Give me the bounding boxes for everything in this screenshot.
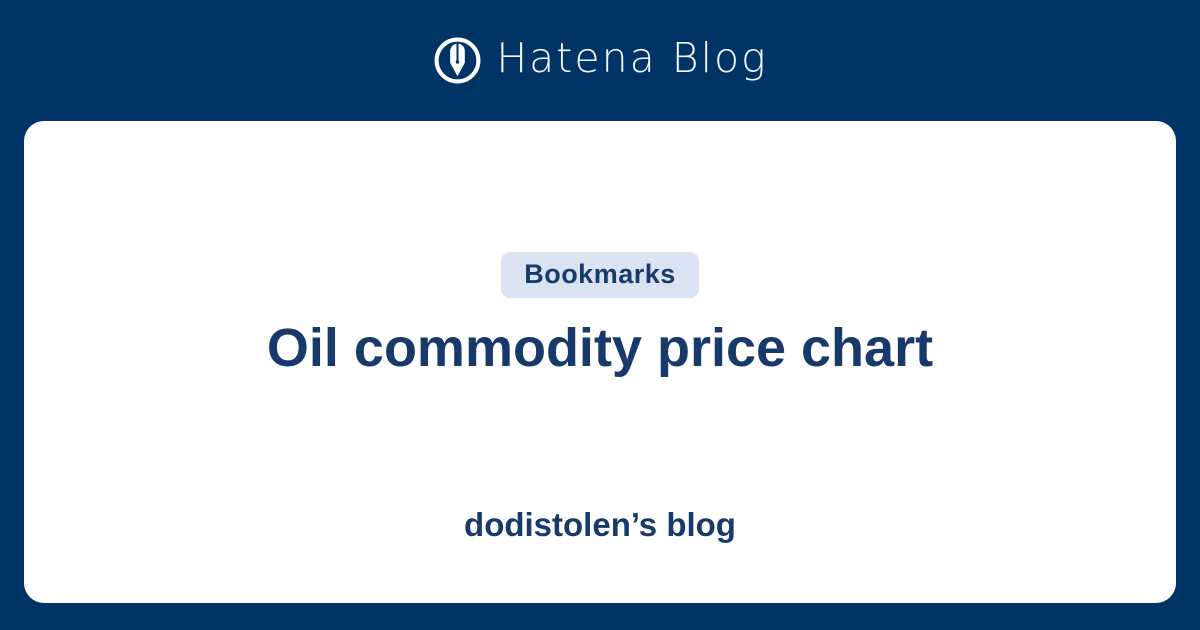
- header-band: Hatena Blog: [0, 0, 1200, 121]
- post-title: Oil commodity price chart: [266, 318, 934, 378]
- post-preview-card: Bookmarks Oil commodity price chart dodi…: [24, 121, 1176, 603]
- category-badge: Bookmarks: [501, 252, 699, 298]
- hatena-blog-logo: Hatena Blog: [432, 35, 767, 86]
- hatena-blog-wordmark: Hatena Blog: [496, 34, 768, 82]
- pen-nib-circle-icon: [432, 35, 483, 86]
- blog-name: dodistolen’s blog: [464, 506, 736, 544]
